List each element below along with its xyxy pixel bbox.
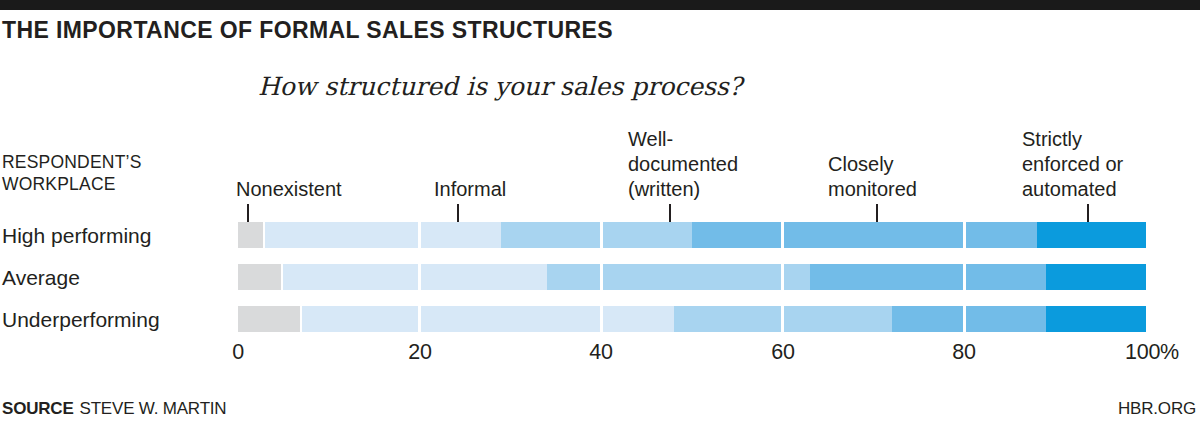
bar-segment-strictly-enforced-or-automated bbox=[1046, 264, 1146, 290]
source-text: STEVE W. MARTIN bbox=[80, 399, 227, 418]
bar-segment-well-documented-written bbox=[547, 264, 810, 290]
legend-label-well-documented: Well- documented (written) bbox=[628, 127, 738, 202]
chart-title: THE IMPORTANCE OF FORMAL SALES STRUCTURE… bbox=[2, 17, 613, 44]
bar-high-performing bbox=[238, 222, 1146, 248]
bar-average bbox=[238, 264, 1146, 290]
legend-label-text: Closely bbox=[828, 152, 917, 177]
bar-segment-strictly-enforced-or-automated bbox=[1037, 222, 1146, 248]
gridline-40 bbox=[600, 222, 603, 332]
bar-segment-nonexistent bbox=[238, 306, 302, 332]
gridline-80 bbox=[963, 222, 966, 332]
chart-question: How structured is your sales process? bbox=[258, 72, 742, 101]
bars-plot-area bbox=[238, 222, 1146, 332]
gridline-20 bbox=[418, 222, 421, 332]
legend-label-text: automated bbox=[1022, 177, 1123, 202]
x-tick-80: 80 bbox=[952, 340, 975, 365]
legend-label-text: (written) bbox=[628, 177, 738, 202]
x-tick-0: 0 bbox=[232, 340, 244, 365]
rows-axis-title-line2: WORKPLACE bbox=[2, 173, 142, 195]
bar-segment-closely-monitored bbox=[810, 264, 1046, 290]
legend-label-nonexistent: Nonexistent bbox=[236, 177, 342, 202]
chart-page: THE IMPORTANCE OF FORMAL SALES STRUCTURE… bbox=[0, 0, 1200, 426]
brand-hbr-org: HBR.ORG bbox=[1118, 399, 1196, 419]
gridline-60 bbox=[781, 222, 784, 332]
source-label: SOURCE bbox=[2, 399, 74, 418]
bar-segment-closely-monitored bbox=[892, 306, 1046, 332]
x-tick-60: 60 bbox=[771, 340, 794, 365]
row-label-high-performing: High performing bbox=[2, 222, 151, 248]
row-label-underperforming: Underperforming bbox=[2, 306, 160, 332]
legend-label-text: monitored bbox=[828, 177, 917, 202]
legend-label-closely-monitored: Closely monitored bbox=[828, 152, 917, 202]
bar-segment-closely-monitored bbox=[692, 222, 1037, 248]
bar-segment-informal bbox=[283, 264, 546, 290]
bar-segment-strictly-enforced-or-automated bbox=[1046, 306, 1146, 332]
x-tick-40: 40 bbox=[589, 340, 612, 365]
bar-segment-informal bbox=[302, 306, 674, 332]
legend-label-text: Informal bbox=[434, 177, 506, 202]
rows-axis-title: RESPONDENT’S WORKPLACE bbox=[2, 151, 142, 195]
legend-label-text: Well- bbox=[628, 127, 738, 152]
row-label-average: Average bbox=[2, 264, 80, 290]
rows-axis-title-line1: RESPONDENT’S bbox=[2, 151, 142, 173]
bar-underperforming bbox=[238, 306, 1146, 332]
legend-label-text: documented bbox=[628, 152, 738, 177]
legend-label-text: enforced or bbox=[1022, 152, 1123, 177]
bar-segment-well-documented-written bbox=[501, 222, 692, 248]
legend-label-text: Nonexistent bbox=[236, 177, 342, 202]
x-axis: 0 20 40 60 80 100% bbox=[0, 340, 1200, 366]
source-credit: SOURCE STEVE W. MARTIN bbox=[2, 399, 226, 419]
x-tick-20: 20 bbox=[408, 340, 431, 365]
top-rule bbox=[0, 0, 1200, 10]
legend-label-informal: Informal bbox=[434, 177, 506, 202]
bar-segment-informal bbox=[265, 222, 501, 248]
legend-label-strictly-enforced: Strictly enforced or automated bbox=[1022, 127, 1123, 202]
bar-segment-nonexistent bbox=[238, 264, 283, 290]
legend-label-text: Strictly bbox=[1022, 127, 1123, 152]
x-tick-100: 100% bbox=[1125, 340, 1179, 365]
bar-segment-nonexistent bbox=[238, 222, 265, 248]
